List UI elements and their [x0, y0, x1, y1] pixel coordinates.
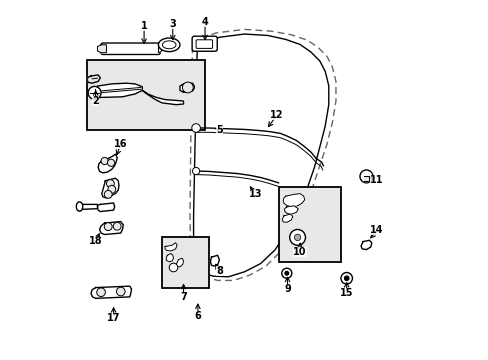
- Polygon shape: [158, 45, 162, 53]
- Polygon shape: [284, 206, 298, 214]
- Polygon shape: [86, 75, 100, 83]
- Circle shape: [116, 287, 125, 296]
- Polygon shape: [97, 45, 106, 53]
- Circle shape: [289, 229, 305, 245]
- Polygon shape: [283, 194, 304, 207]
- Text: 17: 17: [107, 313, 120, 323]
- Polygon shape: [180, 83, 194, 92]
- Polygon shape: [78, 204, 97, 210]
- Circle shape: [104, 190, 112, 198]
- Text: 14: 14: [370, 225, 383, 235]
- Polygon shape: [176, 258, 183, 267]
- Polygon shape: [282, 214, 292, 222]
- Circle shape: [191, 124, 200, 132]
- Circle shape: [344, 276, 348, 280]
- FancyBboxPatch shape: [196, 40, 212, 48]
- Text: 6: 6: [194, 311, 201, 321]
- Text: 9: 9: [284, 284, 290, 294]
- Polygon shape: [97, 203, 115, 212]
- Circle shape: [285, 271, 288, 275]
- Text: 12: 12: [269, 111, 283, 121]
- Circle shape: [182, 82, 193, 93]
- Circle shape: [104, 223, 112, 230]
- Polygon shape: [102, 178, 119, 198]
- Text: 2: 2: [92, 96, 99, 106]
- Text: 1: 1: [141, 21, 147, 31]
- Circle shape: [169, 263, 178, 272]
- Circle shape: [192, 167, 199, 175]
- Text: 18: 18: [89, 236, 102, 246]
- Polygon shape: [360, 240, 371, 249]
- Polygon shape: [94, 83, 142, 98]
- FancyBboxPatch shape: [101, 43, 160, 54]
- Text: 8: 8: [216, 266, 223, 276]
- Polygon shape: [210, 255, 219, 266]
- Circle shape: [340, 273, 352, 284]
- Circle shape: [294, 234, 300, 240]
- FancyBboxPatch shape: [162, 237, 208, 288]
- FancyBboxPatch shape: [192, 36, 217, 51]
- Circle shape: [107, 159, 115, 166]
- Polygon shape: [91, 286, 131, 298]
- Circle shape: [101, 157, 108, 165]
- Text: 5: 5: [216, 125, 223, 135]
- Polygon shape: [166, 253, 173, 262]
- Polygon shape: [142, 90, 183, 105]
- Ellipse shape: [76, 202, 82, 211]
- Circle shape: [97, 288, 105, 297]
- Circle shape: [108, 185, 116, 193]
- Ellipse shape: [158, 38, 180, 51]
- Text: 16: 16: [114, 139, 127, 149]
- Polygon shape: [363, 176, 368, 181]
- Polygon shape: [164, 243, 177, 251]
- Text: 11: 11: [370, 175, 383, 185]
- FancyBboxPatch shape: [86, 60, 204, 130]
- Text: 15: 15: [339, 288, 353, 298]
- Text: 13: 13: [248, 189, 262, 199]
- Polygon shape: [98, 154, 117, 173]
- Circle shape: [88, 86, 101, 99]
- Circle shape: [113, 222, 121, 230]
- Text: 3: 3: [169, 19, 176, 29]
- Text: 4: 4: [201, 17, 208, 27]
- Polygon shape: [100, 222, 123, 234]
- Text: 7: 7: [180, 292, 186, 302]
- Circle shape: [359, 170, 372, 183]
- Circle shape: [106, 180, 114, 188]
- Text: 10: 10: [293, 247, 306, 257]
- Circle shape: [281, 268, 291, 278]
- FancyBboxPatch shape: [278, 187, 341, 262]
